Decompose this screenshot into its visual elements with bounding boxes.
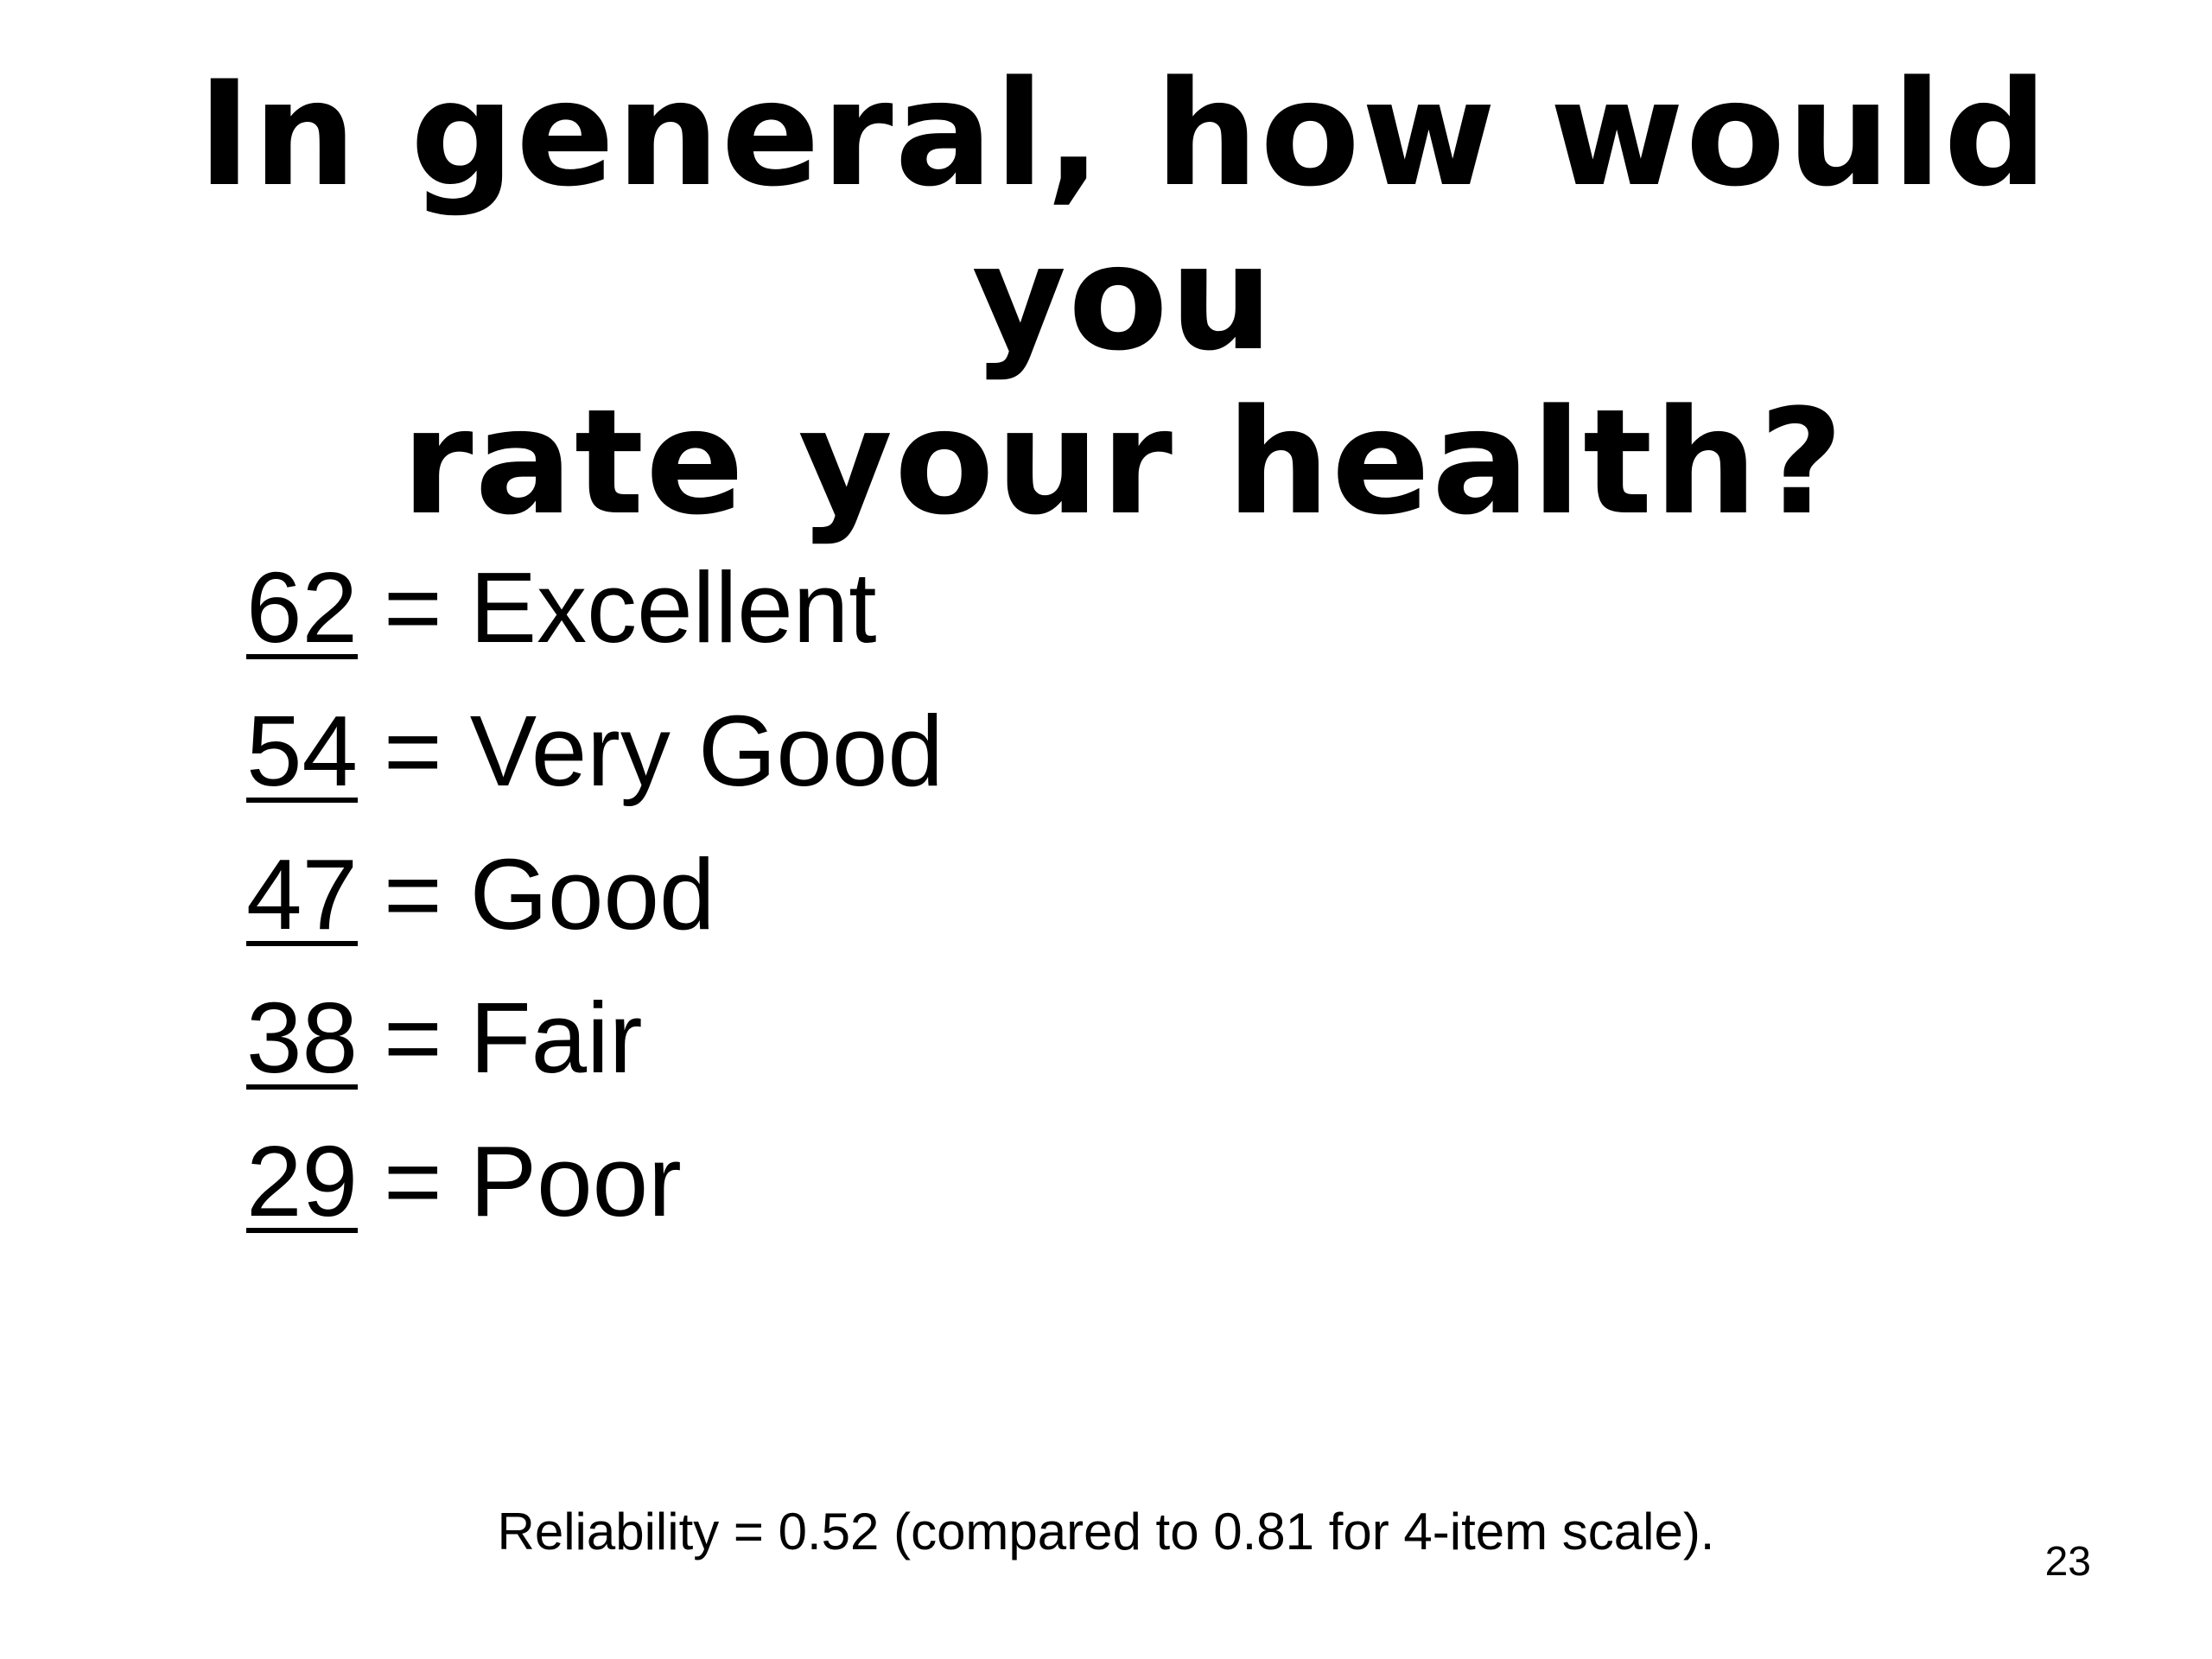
equals-sign: = [384, 1125, 442, 1237]
rating-score: 47 [246, 838, 359, 950]
reliability-footnote: Reliability = 0.52 (compared to 0.81 for… [497, 1503, 1715, 1560]
rating-label: Fair [469, 982, 643, 1094]
rating-score: 54 [246, 695, 359, 807]
rating-row-fair: 38 = Fair [246, 966, 1629, 1109]
rating-score: 29 [246, 1125, 359, 1237]
slide-title: In general, how would you rate your heal… [173, 52, 2074, 544]
rating-score: 62 [246, 551, 359, 664]
rating-score: 38 [246, 982, 359, 1094]
equals-sign: = [384, 838, 442, 950]
rating-row-poor: 29 = Poor [246, 1109, 1629, 1253]
rating-label: Excellent [469, 551, 877, 664]
equals-sign: = [384, 982, 442, 1094]
title-line-2: rate your health? [401, 378, 1846, 547]
rating-label: Very Good [469, 695, 944, 807]
rating-row-very-good: 54 = Very Good [246, 679, 1629, 823]
rating-row-excellent: 62 = Excellent [246, 536, 1629, 679]
rating-list: 62 = Excellent 54 = Very Good 47 = Good 38 = Fai… [246, 536, 1629, 1253]
equals-sign: = [384, 695, 442, 807]
rating-label: Poor [469, 1125, 682, 1237]
rating-label: Good [469, 838, 715, 950]
title-line-1: In general, how would you [197, 49, 2050, 383]
equals-sign: = [384, 551, 442, 664]
rating-row-good: 47 = Good [246, 823, 1629, 966]
page-number: 23 [2044, 1539, 2091, 1585]
